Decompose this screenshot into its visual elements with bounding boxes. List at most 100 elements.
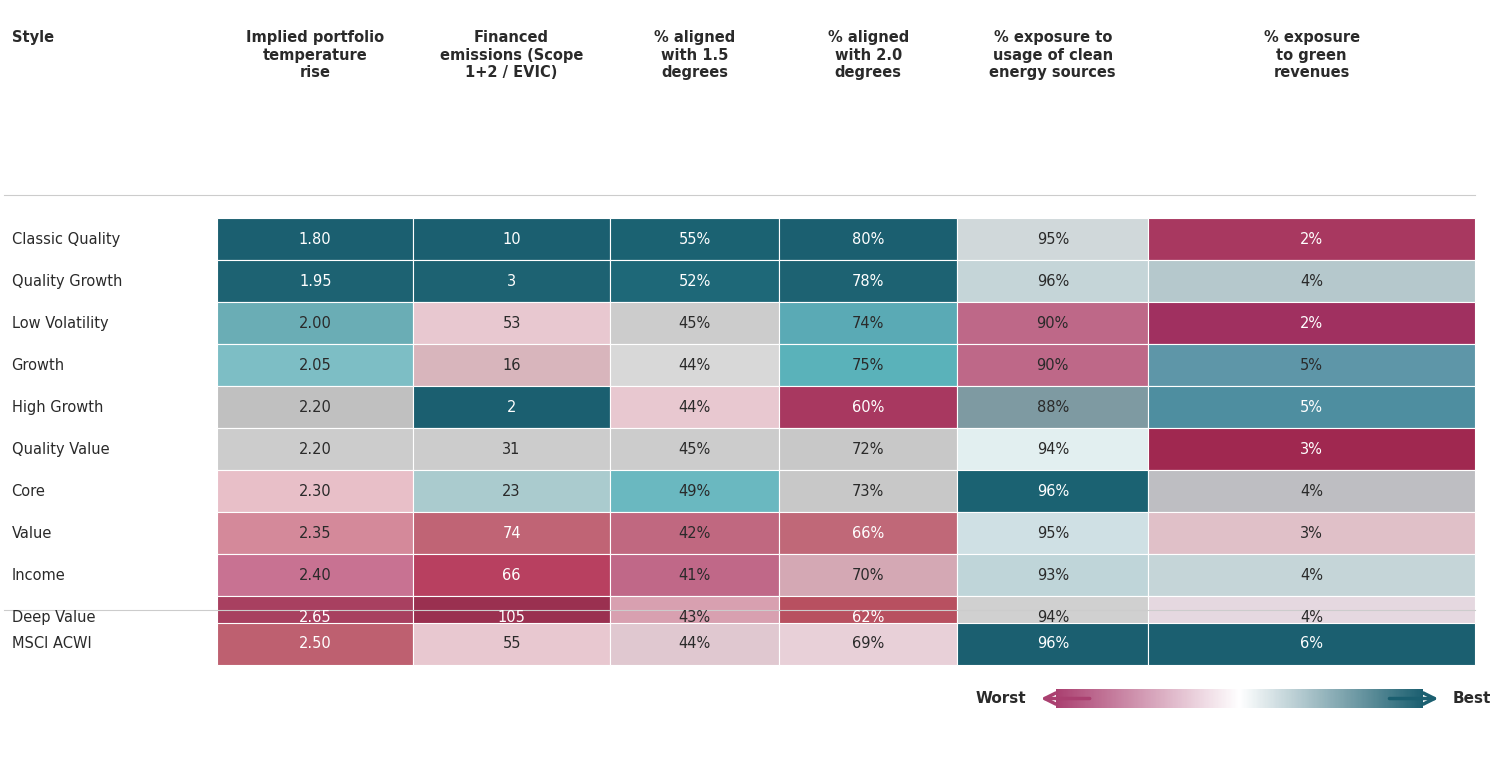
Text: % aligned
with 2.0
degrees: % aligned with 2.0 degrees	[828, 30, 909, 80]
Text: Income: Income	[12, 568, 66, 583]
Bar	[957, 345, 1149, 386]
Bar	[610, 471, 778, 512]
Bar	[610, 622, 778, 665]
Text: 44%: 44%	[678, 357, 711, 373]
Bar	[1149, 386, 1474, 428]
Bar	[413, 622, 610, 665]
Bar	[217, 622, 412, 665]
Text: 96%: 96%	[1036, 483, 1070, 499]
Bar	[778, 554, 957, 597]
Text: 88%: 88%	[1036, 400, 1070, 414]
Text: 55%: 55%	[678, 231, 711, 247]
Bar	[778, 471, 957, 512]
Bar	[957, 622, 1149, 665]
Text: 93%: 93%	[1036, 568, 1070, 583]
Bar	[1149, 554, 1474, 597]
Text: 49%: 49%	[678, 483, 711, 499]
Bar	[610, 512, 778, 554]
Bar	[217, 345, 412, 386]
Text: 5%: 5%	[1300, 357, 1323, 373]
Text: 66%: 66%	[852, 526, 885, 541]
Text: Growth: Growth	[12, 357, 64, 373]
Text: Low Volatility: Low Volatility	[12, 316, 108, 331]
Text: % exposure to
usage of clean
energy sources: % exposure to usage of clean energy sour…	[990, 30, 1116, 80]
Text: 5%: 5%	[1300, 400, 1323, 414]
Bar	[1149, 218, 1474, 260]
Bar	[413, 302, 610, 345]
Bar	[1149, 622, 1474, 665]
Text: 2.40: 2.40	[298, 568, 332, 583]
Bar	[413, 218, 610, 260]
Text: 2.50: 2.50	[298, 636, 332, 651]
Text: 6%: 6%	[1300, 636, 1323, 651]
Bar	[1149, 302, 1474, 345]
Text: 2.20: 2.20	[298, 400, 332, 414]
Bar	[217, 302, 412, 345]
Text: 72%: 72%	[852, 442, 885, 457]
Text: 16: 16	[503, 357, 520, 373]
Bar	[778, 386, 957, 428]
Bar	[957, 218, 1149, 260]
Bar	[610, 554, 778, 597]
Bar	[778, 597, 957, 638]
Text: 23: 23	[503, 483, 520, 499]
Bar	[610, 345, 778, 386]
Bar	[1149, 345, 1474, 386]
Text: 41%: 41%	[678, 568, 711, 583]
Bar	[778, 302, 957, 345]
Text: Worst: Worst	[975, 691, 1026, 706]
Bar	[610, 428, 778, 471]
Bar	[957, 597, 1149, 638]
Bar	[957, 554, 1149, 597]
Text: 74: 74	[503, 526, 520, 541]
Text: 94%: 94%	[1036, 610, 1070, 625]
Text: Core: Core	[12, 483, 45, 499]
Bar	[413, 345, 610, 386]
Bar	[217, 218, 412, 260]
Bar	[778, 260, 957, 302]
Bar	[413, 597, 610, 638]
Text: 2: 2	[507, 400, 516, 414]
Text: 55: 55	[503, 636, 520, 651]
Bar	[778, 622, 957, 665]
Bar	[957, 260, 1149, 302]
Bar	[1149, 260, 1474, 302]
Text: 96%: 96%	[1036, 274, 1070, 288]
Bar	[1149, 597, 1474, 638]
Bar	[1149, 512, 1474, 554]
Text: Quality Value: Quality Value	[12, 442, 110, 457]
Text: 2.20: 2.20	[298, 442, 332, 457]
Bar	[217, 428, 412, 471]
Text: 44%: 44%	[678, 636, 711, 651]
Text: 75%: 75%	[852, 357, 885, 373]
Bar	[413, 386, 610, 428]
Text: 2.35: 2.35	[298, 526, 332, 541]
Text: 66: 66	[503, 568, 520, 583]
Text: 2%: 2%	[1300, 231, 1323, 247]
Text: 43%: 43%	[678, 610, 711, 625]
Text: 3%: 3%	[1300, 526, 1323, 541]
Bar	[413, 471, 610, 512]
Text: Quality Growth: Quality Growth	[12, 274, 122, 288]
Bar	[957, 302, 1149, 345]
Text: Classic Quality: Classic Quality	[12, 231, 120, 247]
Text: MSCI ACWI: MSCI ACWI	[12, 636, 92, 651]
Bar	[217, 386, 412, 428]
Bar	[957, 428, 1149, 471]
Text: 78%: 78%	[852, 274, 885, 288]
Text: 2.05: 2.05	[298, 357, 332, 373]
Text: Deep Value: Deep Value	[12, 610, 94, 625]
Text: 4%: 4%	[1300, 568, 1323, 583]
Text: 73%: 73%	[852, 483, 885, 499]
Bar	[217, 512, 412, 554]
Bar	[957, 386, 1149, 428]
Text: % aligned
with 1.5
degrees: % aligned with 1.5 degrees	[654, 30, 735, 80]
Text: 4%: 4%	[1300, 483, 1323, 499]
Text: 2.00: 2.00	[298, 316, 332, 331]
Text: 53: 53	[503, 316, 520, 331]
Text: Value: Value	[12, 526, 53, 541]
Text: 95%: 95%	[1036, 231, 1070, 247]
Text: 52%: 52%	[678, 274, 711, 288]
Bar	[217, 597, 412, 638]
Bar	[1149, 471, 1474, 512]
